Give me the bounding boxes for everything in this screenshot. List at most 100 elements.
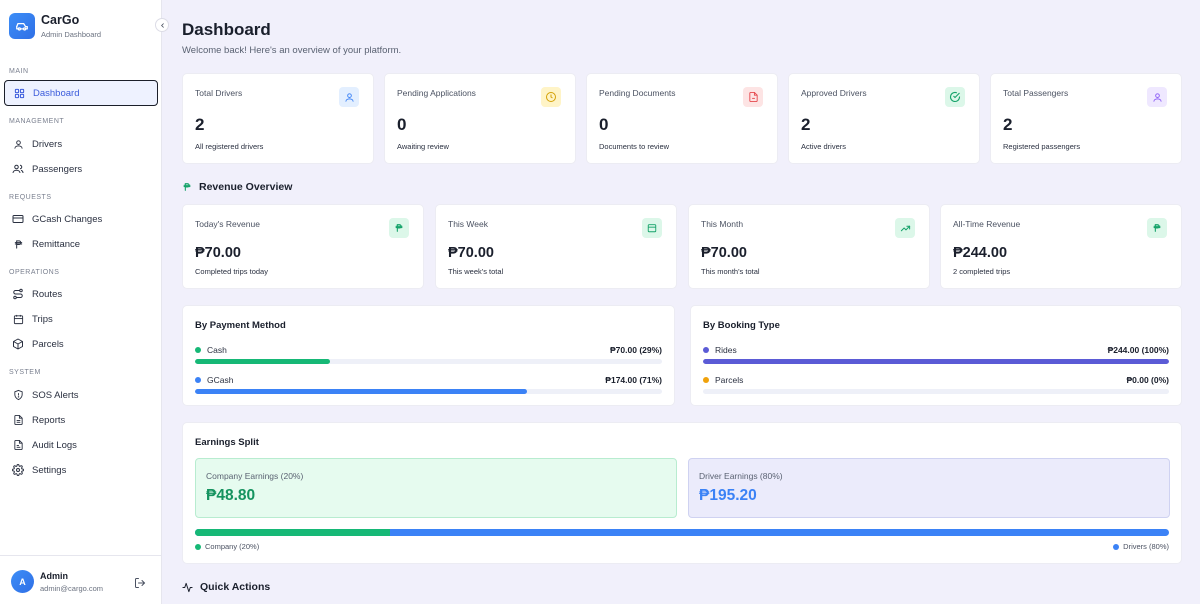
bar-label: Cash (207, 345, 227, 355)
sidebar-item-dashboard[interactable]: Dashboard (4, 80, 158, 106)
stat-title: All-Time Revenue (953, 219, 1021, 229)
progress-track (703, 389, 1169, 394)
sidebar-item-reports[interactable]: Reports (4, 407, 158, 433)
revenue-card-month[interactable]: This Month ₱70.00 This month's total (688, 204, 930, 289)
user-name: Admin (40, 571, 68, 581)
users-icon (12, 163, 24, 175)
peso-icon (1147, 218, 1167, 238)
stat-desc: Awaiting review (397, 142, 449, 151)
sidebar-item-label: Settings (32, 464, 67, 476)
chevron-left-icon (160, 22, 164, 28)
legend-dot (195, 377, 201, 383)
stat-card-pending-documents[interactable]: Pending Documents 0 Documents to review (586, 73, 778, 164)
clipboard-icon (12, 439, 24, 451)
file-icon (743, 87, 763, 107)
brand[interactable]: CarGo Admin Dashboard (9, 13, 101, 39)
section-label-management: MANAGEMENT (9, 118, 65, 125)
driver-earnings-box: Driver Earnings (80%) ₱195.20 (688, 458, 1170, 518)
bar-value: ₱0.00 (0%) (1126, 375, 1169, 385)
booking-type-panel: By Booking Type Rides ₱244.00 (100%) Par… (690, 305, 1182, 406)
avatar[interactable]: A (11, 570, 34, 593)
grid-icon (13, 87, 25, 99)
progress-fill (195, 359, 331, 364)
stat-title: Today's Revenue (195, 219, 260, 229)
sidebar-item-label: Dashboard (33, 87, 80, 99)
stat-desc: This month's total (701, 267, 760, 276)
stat-title: This Month (701, 219, 744, 229)
route-icon (12, 288, 24, 300)
revenue-card-week[interactable]: This Week ₱70.00 This week's total (435, 204, 677, 289)
stat-title: Pending Applications (397, 88, 476, 98)
collapse-sidebar-button[interactable] (155, 18, 169, 32)
bar-label: Rides (715, 345, 737, 355)
stat-card-pending-applications[interactable]: Pending Applications 0 Awaiting review (384, 73, 576, 164)
sidebar-item-label: Remittance (32, 238, 81, 250)
logout-icon[interactable] (134, 576, 146, 588)
revenue-card-all-time[interactable]: All-Time Revenue ₱244.00 2 completed tri… (940, 204, 1182, 289)
sidebar-item-drivers[interactable]: Drivers (4, 131, 158, 157)
sidebar-item-settings[interactable]: Settings (4, 457, 158, 483)
stat-desc: All registered drivers (195, 142, 264, 151)
sidebar-item-label: Trips (32, 313, 53, 325)
package-icon (12, 338, 24, 350)
company-share-fill (195, 529, 390, 536)
page-title: Dashboard (182, 20, 271, 39)
progress-track (195, 389, 662, 394)
sidebar-item-routes[interactable]: Routes (4, 281, 158, 307)
sidebar-item-trips[interactable]: Trips (4, 306, 158, 332)
quick-actions-heading: Quick Actions (182, 581, 270, 593)
stat-card-total-drivers[interactable]: Total Drivers 2 All registered drivers (182, 73, 374, 164)
earnings-split-bar (195, 529, 1169, 536)
company-earnings-label: Company Earnings (20%) (206, 471, 304, 481)
stat-desc: 2 completed trips (953, 267, 1011, 276)
page-subtitle: Welcome back! Here's an overview of your… (182, 45, 402, 56)
stat-value: 0 (397, 115, 407, 134)
user-icon (12, 138, 24, 150)
company-earnings-value: ₱48.80 (206, 487, 256, 504)
stat-value: 2 (1003, 115, 1013, 134)
stat-desc: This week's total (448, 267, 504, 276)
stat-desc: Documents to review (599, 142, 670, 151)
stat-title: Total Passengers (1003, 88, 1069, 98)
sidebar-item-label: Routes (32, 288, 63, 300)
revenue-overview-heading: Revenue Overview (182, 181, 292, 193)
calendar-icon (642, 218, 662, 238)
panel-title: By Payment Method (195, 320, 286, 331)
stat-value: 2 (801, 115, 811, 134)
stat-card-approved-drivers[interactable]: Approved Drivers 2 Active drivers (788, 73, 980, 164)
sidebar-item-label: SOS Alerts (32, 389, 79, 401)
company-earnings-box: Company Earnings (20%) ₱48.80 (195, 458, 677, 518)
sidebar-item-gcash-changes[interactable]: GCash Changes (4, 206, 158, 232)
stat-card-total-passengers[interactable]: Total Passengers 2 Registered passengers (990, 73, 1182, 164)
user-profile: A Admin admin@cargo.com (0, 555, 162, 604)
sidebar-item-audit-logs[interactable]: Audit Logs (4, 432, 158, 458)
gear-icon (12, 464, 24, 476)
bar-value: ₱174.00 (71%) (605, 375, 662, 385)
legend-drivers: Drivers (80%) (1113, 542, 1169, 551)
booking-row-parcels: Parcels ₱0.00 (0%) (703, 375, 1169, 395)
sidebar-item-sos-alerts[interactable]: SOS Alerts (4, 382, 158, 408)
bar-value: ₱244.00 (100%) (1107, 345, 1169, 355)
stat-value: ₱70.00 (448, 245, 494, 261)
driver-earnings-label: Driver Earnings (80%) (699, 471, 783, 481)
bar-label: Parcels (715, 375, 744, 385)
sidebar-item-label: GCash Changes (32, 213, 103, 225)
stat-value: ₱70.00 (701, 245, 747, 261)
sidebar-item-parcels[interactable]: Parcels (4, 331, 158, 357)
stat-value: ₱244.00 (953, 245, 1008, 261)
sidebar: CarGo Admin Dashboard MAIN Dashboard MAN… (0, 0, 162, 604)
sidebar-item-passengers[interactable]: Passengers (4, 156, 158, 182)
payment-row-cash: Cash ₱70.00 (29%) (195, 345, 662, 365)
sidebar-item-remittance[interactable]: Remittance (4, 231, 158, 257)
driver-earnings-value: ₱195.20 (699, 487, 757, 504)
revenue-card-today[interactable]: Today's Revenue ₱70.00 Completed trips t… (182, 204, 424, 289)
booking-row-rides: Rides ₱244.00 (100%) (703, 345, 1169, 365)
legend-dot (195, 543, 201, 550)
sidebar-item-label: Reports (32, 414, 66, 426)
legend-company: Company (20%) (195, 542, 259, 551)
legend-label: Drivers (80%) (1123, 542, 1169, 551)
section-label-main: MAIN (9, 68, 29, 75)
brand-name: CarGo (41, 13, 80, 27)
stat-title: Approved Drivers (801, 88, 867, 98)
peso-icon (12, 238, 24, 250)
